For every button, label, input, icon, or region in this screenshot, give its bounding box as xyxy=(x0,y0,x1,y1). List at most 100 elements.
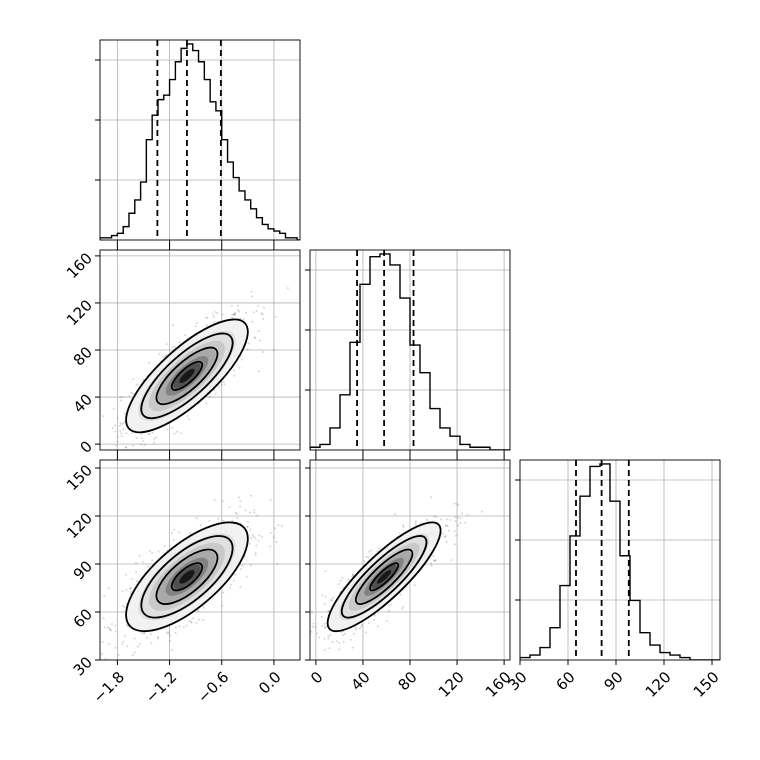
scatter-point xyxy=(273,527,276,530)
scatter-point xyxy=(125,624,128,627)
scatter-point xyxy=(196,322,199,325)
scatter-point xyxy=(131,432,134,435)
scatter-point xyxy=(242,318,245,321)
scatter-point xyxy=(239,586,242,589)
scatter-point xyxy=(466,513,469,516)
scatter-point xyxy=(253,336,256,339)
scatter-point xyxy=(222,381,225,384)
scatter-point xyxy=(93,437,95,439)
density-fill xyxy=(179,569,195,584)
scatter-point xyxy=(195,517,198,520)
scatter-point xyxy=(136,580,139,583)
scatter-point xyxy=(120,423,123,426)
scatter-panel-p0-p1 xyxy=(93,245,301,476)
scatter-point xyxy=(390,603,393,606)
scatter-point xyxy=(126,645,129,648)
scatter-point xyxy=(280,524,283,527)
scatter-point xyxy=(102,617,105,620)
scatter-point xyxy=(114,430,117,433)
scatter-point xyxy=(229,586,232,589)
contour-1sigma xyxy=(354,548,414,605)
scatter-point xyxy=(441,532,444,535)
scatter-point xyxy=(402,525,405,528)
scatter-point xyxy=(385,619,388,622)
scatter-point xyxy=(202,619,205,622)
scatter-point xyxy=(223,383,226,386)
scatter-point xyxy=(176,430,179,433)
contour-1sigma xyxy=(155,548,219,605)
scatter-point xyxy=(151,559,154,562)
scatter-point xyxy=(239,568,242,571)
scatter-point xyxy=(150,642,153,645)
scatter-point xyxy=(111,426,114,429)
scatter-point xyxy=(178,341,181,344)
scatter-point xyxy=(114,474,116,476)
scatter-point xyxy=(312,622,315,625)
scatter-point xyxy=(399,593,402,596)
scatter-point xyxy=(101,453,103,455)
scatter-point xyxy=(377,625,380,628)
x-tick-label-p1: 40 xyxy=(347,668,373,694)
scatter-point xyxy=(256,514,259,517)
scatter-point xyxy=(352,573,355,576)
scatter-point xyxy=(388,609,391,612)
scatter-point xyxy=(338,648,341,651)
scatter-point xyxy=(255,310,258,313)
scatter-point xyxy=(114,630,117,633)
scatter-point xyxy=(368,550,371,553)
scatter-point xyxy=(433,515,436,518)
scatter-point xyxy=(136,645,139,648)
scatter-point xyxy=(122,455,124,457)
scatter-point xyxy=(283,626,285,628)
scatter-point xyxy=(233,573,236,576)
scatter-point xyxy=(338,641,341,644)
scatter-panel-p0-p2 xyxy=(95,455,301,670)
scatter-point xyxy=(231,519,234,522)
scatter-point xyxy=(165,631,168,634)
scatter-point xyxy=(205,324,208,327)
y-tick-label-p1: 0 xyxy=(77,437,96,456)
scatter-point xyxy=(377,547,380,550)
scatter-point xyxy=(330,599,333,602)
scatter-point xyxy=(329,634,332,637)
scatter-point xyxy=(435,516,438,519)
scatter-point xyxy=(234,511,237,514)
scatter-point xyxy=(121,643,124,646)
y-tick-label-p2: 60 xyxy=(70,605,96,631)
scatter-point xyxy=(112,408,115,411)
scatter-point xyxy=(246,520,249,523)
scatter-point xyxy=(117,435,120,438)
scatter-point xyxy=(107,587,110,590)
scatter-point xyxy=(197,610,200,613)
scatter-point xyxy=(133,452,135,454)
scatter-point xyxy=(252,311,255,314)
scatter-point xyxy=(286,287,289,290)
scatter-point xyxy=(132,377,135,380)
scatter-point xyxy=(114,624,117,627)
scatter-point xyxy=(262,306,265,309)
scatter-point xyxy=(211,313,214,316)
x-tick-label-p1: 80 xyxy=(395,668,421,694)
y-tick-label-p2: 150 xyxy=(63,461,96,494)
scatter-point xyxy=(220,383,223,386)
scatter-point xyxy=(212,321,215,324)
scatter-point xyxy=(103,594,106,597)
scatter-point xyxy=(277,524,280,527)
scatter-point xyxy=(351,646,354,649)
x-tick-label-p1: 0 xyxy=(307,668,326,687)
scatter-point xyxy=(445,540,448,543)
scatter-point xyxy=(327,635,330,638)
scatter-point xyxy=(253,509,256,512)
scatter-point xyxy=(96,668,98,670)
scatter-point xyxy=(457,504,460,507)
scatter-point xyxy=(354,626,357,629)
density-fill xyxy=(377,569,392,584)
scatter-point xyxy=(323,626,326,629)
scatter-point xyxy=(151,431,154,434)
x-tick-label-p2: 90 xyxy=(601,668,627,694)
panel-content xyxy=(93,250,300,476)
scatter-point xyxy=(320,615,323,618)
x-tick-label-p0: −1.8 xyxy=(90,668,128,706)
scatter-point xyxy=(145,661,147,663)
scatter-point xyxy=(241,358,244,361)
